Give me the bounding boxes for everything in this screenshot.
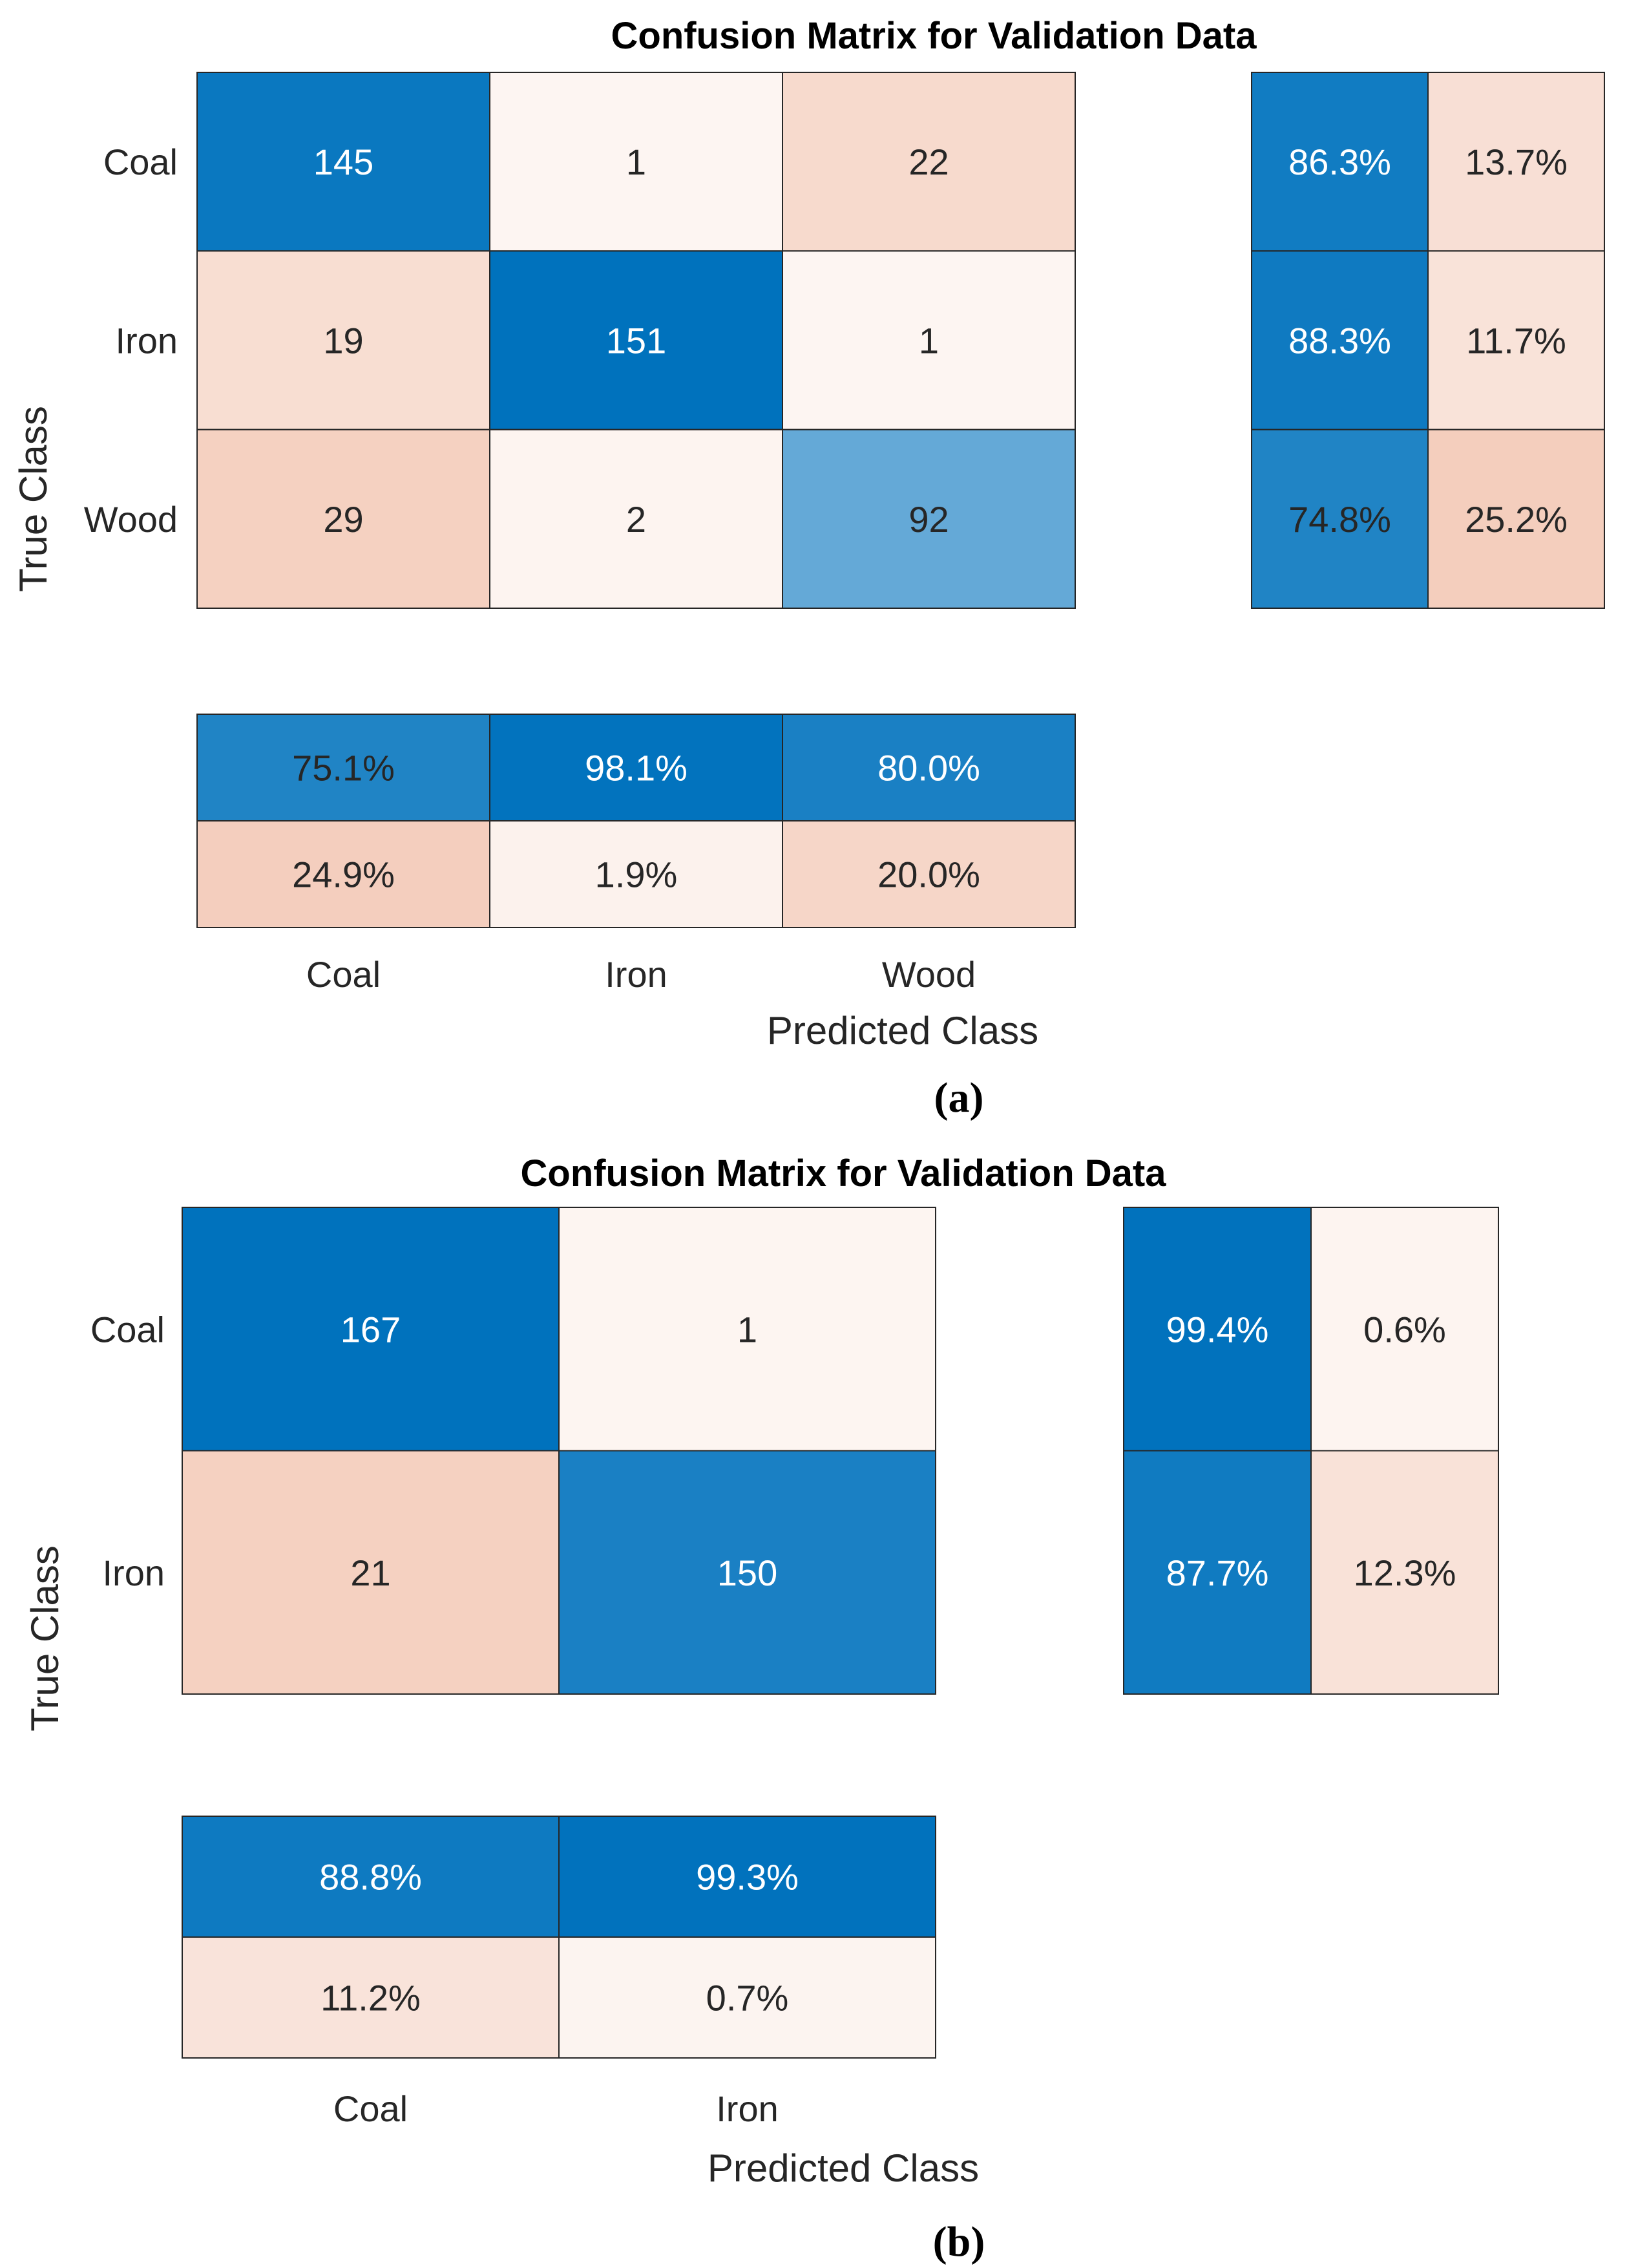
- chart-b-column-summary: 88.8% 99.3% 11.2% 0.7%: [182, 1816, 936, 2059]
- row-summary-correct-0: [1251, 72, 1429, 252]
- column-summary-incorrect-1-label: 0.7%: [706, 1978, 789, 2019]
- chart-a-title: Confusion Matrix for Validation Data: [611, 15, 1257, 57]
- column-summary-incorrect-1: [489, 820, 783, 928]
- chart-b-x-tick-labels: Coal Iron: [333, 2088, 779, 2129]
- row-summary-correct-1: [1123, 1450, 1312, 1695]
- row-summary-correct-0-label: 99.4%: [1166, 1309, 1269, 1350]
- cell-0-2-label: 22: [908, 142, 949, 182]
- cell-1-0-label: 21: [350, 1553, 390, 1593]
- cell-0-0: [196, 72, 490, 252]
- x-tick-label-0: Coal: [333, 2088, 408, 2129]
- row-summary-correct-1-label: 87.7%: [1166, 1553, 1269, 1593]
- cell-0-0: [182, 1207, 560, 1452]
- x-tick-label-2: Wood: [882, 954, 976, 995]
- chart-b-title: Confusion Matrix for Validation Data: [521, 1152, 1167, 1194]
- chart-b-main-matrix: 167 1 21 150: [182, 1207, 936, 1695]
- column-summary-correct-1-label: 99.3%: [696, 1857, 799, 1898]
- chart-b: Confusion Matrix for Validation Data 167…: [23, 1152, 1499, 2265]
- panel-label-a: (a): [934, 1074, 984, 1121]
- row-summary-incorrect-1: [1310, 1450, 1499, 1695]
- row-summary-incorrect-0-label: 0.6%: [1363, 1309, 1446, 1350]
- chart-a-y-tick-labels: Coal Iron Wood: [84, 142, 178, 540]
- cell-0-0-label: 145: [313, 142, 373, 182]
- x-tick-label-1: Iron: [605, 954, 667, 995]
- cell-2-2-label: 92: [908, 499, 949, 540]
- cell-1-2-label: 1: [919, 321, 939, 361]
- column-summary-correct-1: [489, 714, 783, 821]
- cell-0-1-label: 1: [626, 142, 646, 182]
- cell-2-0: [196, 429, 490, 609]
- x-tick-label-1: Iron: [716, 2088, 779, 2129]
- column-summary-incorrect-1-label: 1.9%: [595, 854, 678, 895]
- column-summary-correct-1: [558, 1816, 936, 1938]
- row-summary-correct-2: [1251, 429, 1429, 609]
- row-summary-correct-1: [1251, 250, 1429, 430]
- column-summary-correct-0: [196, 714, 490, 821]
- row-summary-incorrect-0-label: 13.7%: [1465, 142, 1568, 182]
- cell-2-1-label: 2: [626, 499, 646, 540]
- y-tick-label-1: Iron: [103, 1553, 165, 1593]
- cell-0-2: [782, 72, 1076, 252]
- row-summary-incorrect-1-label: 11.7%: [1466, 321, 1566, 361]
- column-summary-correct-2-label: 80.0%: [877, 748, 980, 789]
- column-summary-correct-1-label: 98.1%: [585, 748, 688, 789]
- cell-1-0: [196, 250, 490, 430]
- cell-1-0-label: 19: [323, 321, 363, 361]
- column-summary-correct-0-label: 88.8%: [319, 1857, 422, 1898]
- cell-0-1: [558, 1207, 936, 1452]
- chart-b-row-summary: 99.4% 0.6% 87.7% 12.3%: [1123, 1207, 1499, 1695]
- chart-a-x-tick-labels: Coal Iron Wood: [306, 954, 976, 995]
- column-summary-incorrect-0: [196, 820, 490, 928]
- column-summary-incorrect-0-label: 11.2%: [320, 1978, 421, 2019]
- chart-b-y-tick-labels: Coal Iron: [90, 1309, 165, 1593]
- cell-2-2: [782, 429, 1076, 609]
- row-summary-incorrect-2: [1427, 429, 1605, 609]
- chart-b-x-axis-label: Predicted Class: [708, 2146, 979, 2190]
- cell-1-2: [782, 250, 1076, 430]
- cell-2-0-label: 29: [323, 499, 363, 540]
- cell-0-0-label: 167: [341, 1309, 401, 1350]
- row-summary-incorrect-1-label: 12.3%: [1354, 1553, 1456, 1593]
- cell-1-1-label: 151: [606, 321, 666, 361]
- chart-a-row-summary: 86.3% 13.7% 88.3% 11.7% 74.8% 25.2%: [1251, 72, 1605, 609]
- row-summary-incorrect-2-label: 25.2%: [1465, 499, 1568, 540]
- cell-0-1: [489, 72, 783, 252]
- chart-b-y-axis-label: True Class: [23, 1545, 67, 1732]
- chart-a-main-matrix: 145 1 22 19 151 1 29 2 92: [196, 72, 1076, 609]
- row-summary-incorrect-0: [1310, 1207, 1499, 1452]
- chart-a-y-axis-label: True Class: [12, 406, 55, 592]
- x-tick-label-0: Coal: [306, 954, 381, 995]
- column-summary-incorrect-1: [558, 1936, 936, 2059]
- row-summary-incorrect-1: [1427, 250, 1605, 430]
- chart-a-x-axis-label: Predicted Class: [767, 1009, 1038, 1052]
- column-summary-correct-0-label: 75.1%: [292, 748, 395, 789]
- row-summary-correct-1-label: 88.3%: [1288, 321, 1391, 361]
- row-summary-incorrect-0: [1427, 72, 1605, 252]
- y-tick-label-0: Coal: [103, 142, 178, 182]
- panel-label-b: (b): [933, 2218, 985, 2265]
- row-summary-correct-2-label: 74.8%: [1288, 499, 1391, 540]
- cell-0-1-label: 1: [737, 1309, 757, 1350]
- chart-a: Confusion Matrix for Validation Data 145…: [12, 15, 1605, 1121]
- y-tick-label-1: Iron: [116, 321, 178, 361]
- cell-1-1: [558, 1450, 936, 1695]
- cell-2-1: [489, 429, 783, 609]
- chart-a-column-summary: 75.1% 98.1% 80.0% 24.9% 1.9% 20.0%: [196, 714, 1076, 928]
- cell-1-1-label: 150: [717, 1553, 777, 1593]
- y-tick-label-0: Coal: [90, 1309, 165, 1350]
- column-summary-incorrect-2: [782, 820, 1076, 928]
- cell-1-1: [489, 250, 783, 430]
- row-summary-correct-0: [1123, 1207, 1312, 1452]
- row-summary-correct-0-label: 86.3%: [1288, 142, 1391, 182]
- column-summary-correct-2: [782, 714, 1076, 821]
- column-summary-incorrect-2-label: 20.0%: [877, 854, 980, 895]
- y-tick-label-2: Wood: [84, 499, 178, 540]
- column-summary-incorrect-0-label: 24.9%: [292, 854, 395, 895]
